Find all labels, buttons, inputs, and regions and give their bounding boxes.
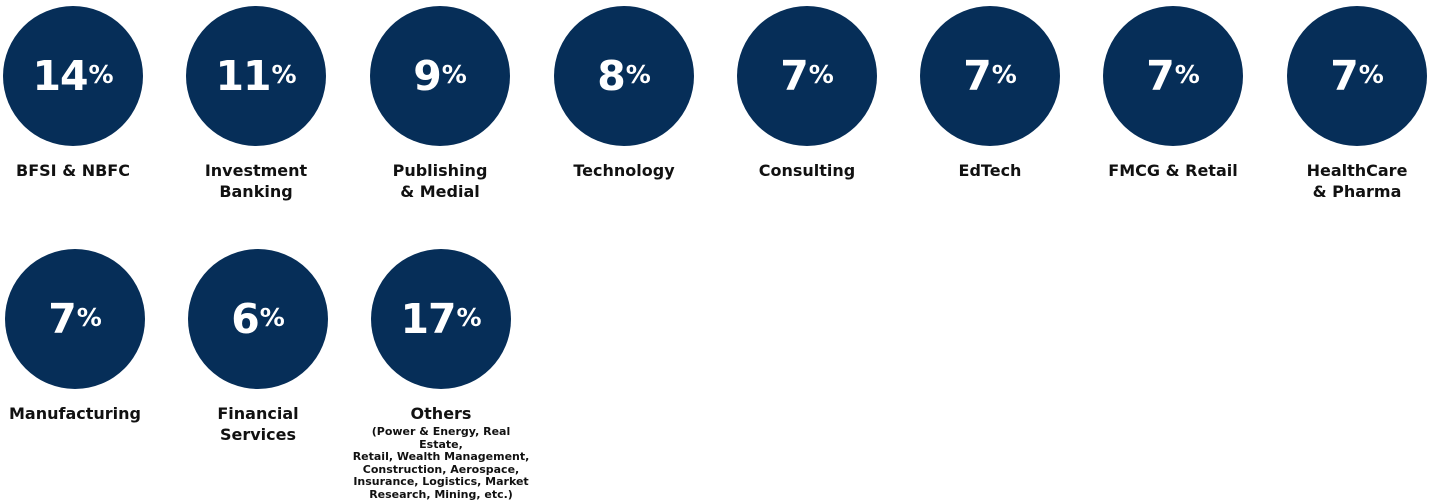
stat-circle: 7% [1103,6,1243,146]
percent-sign: % [76,302,102,332]
stat-circle: 6% [188,249,328,389]
stat-value: 9 [413,51,442,100]
stat-circle: 7% [737,6,877,146]
stat-item-fmcg-and-retail: 7% FMCG & Retail [1083,6,1263,181]
stat-label: Others [410,404,472,423]
stat-label: Financial Services [217,404,299,444]
percent-sign: % [808,59,834,89]
stat-value: 11 [215,51,271,100]
stat-value: 7 [1330,51,1359,100]
stat-label: EdTech [958,161,1022,180]
percent-sign: % [625,59,651,89]
stat-value: 7 [48,294,77,343]
stat-item-bfsi-and-nbfc: 14% BFSI & NBFC [0,6,163,181]
stat-label: Technology [573,161,675,180]
stat-item-healthcare-and-pharma: 7% HealthCare & Pharma [1267,6,1432,202]
stat-item-others: 17% Others (Power & Energy, Real Estate, R… [351,249,531,501]
stat-circle: 8% [554,6,694,146]
stat-item-investment-banking: 11% Investment Banking [166,6,346,202]
percent-sign: % [271,59,297,89]
stat-sublabel: (Power & Energy, Real Estate, Retail, We… [352,425,530,501]
percent-sign: % [456,302,482,332]
stat-label: Publishing & Medial [392,161,488,201]
stat-circle: 9% [370,6,510,146]
stat-value: 8 [597,51,626,100]
stat-item-consulting: 7% Consulting [717,6,897,181]
stat-label: FMCG & Retail [1108,161,1238,180]
stat-value: 7 [963,51,992,100]
stat-circle: 14% [3,6,143,146]
stat-value: 14 [32,51,88,100]
stat-value: 6 [231,294,260,343]
percent-sign: % [1358,59,1384,89]
stat-item-technology: 8% Technology [534,6,714,181]
stat-item-edtech: 7% EdTech [900,6,1080,181]
stat-circle: 11% [186,6,326,146]
stat-label: Investment Banking [204,161,308,201]
stat-value: 7 [1146,51,1175,100]
percent-sign: % [991,59,1017,89]
stat-label: Consulting [758,161,856,180]
stat-label: HealthCare & Pharma [1306,161,1408,201]
stat-circle: 7% [1287,6,1427,146]
stat-value: 17 [400,294,456,343]
percent-sign: % [441,59,467,89]
stat-item-manufacturing: 7% Manufacturing [0,249,165,424]
percent-sign: % [88,59,114,89]
stat-label: BFSI & NBFC [16,161,130,180]
stat-label: Manufacturing [9,404,141,423]
stat-circle: 17% [371,249,511,389]
stat-item-publishing-and-medial: 9% Publishing & Medial [350,6,530,202]
stat-item-financial-services: 6% Financial Services [168,249,348,445]
stat-circle: 7% [5,249,145,389]
stat-circle: 7% [920,6,1060,146]
percent-sign: % [1174,59,1200,89]
percent-sign: % [259,302,285,332]
stat-value: 7 [780,51,809,100]
